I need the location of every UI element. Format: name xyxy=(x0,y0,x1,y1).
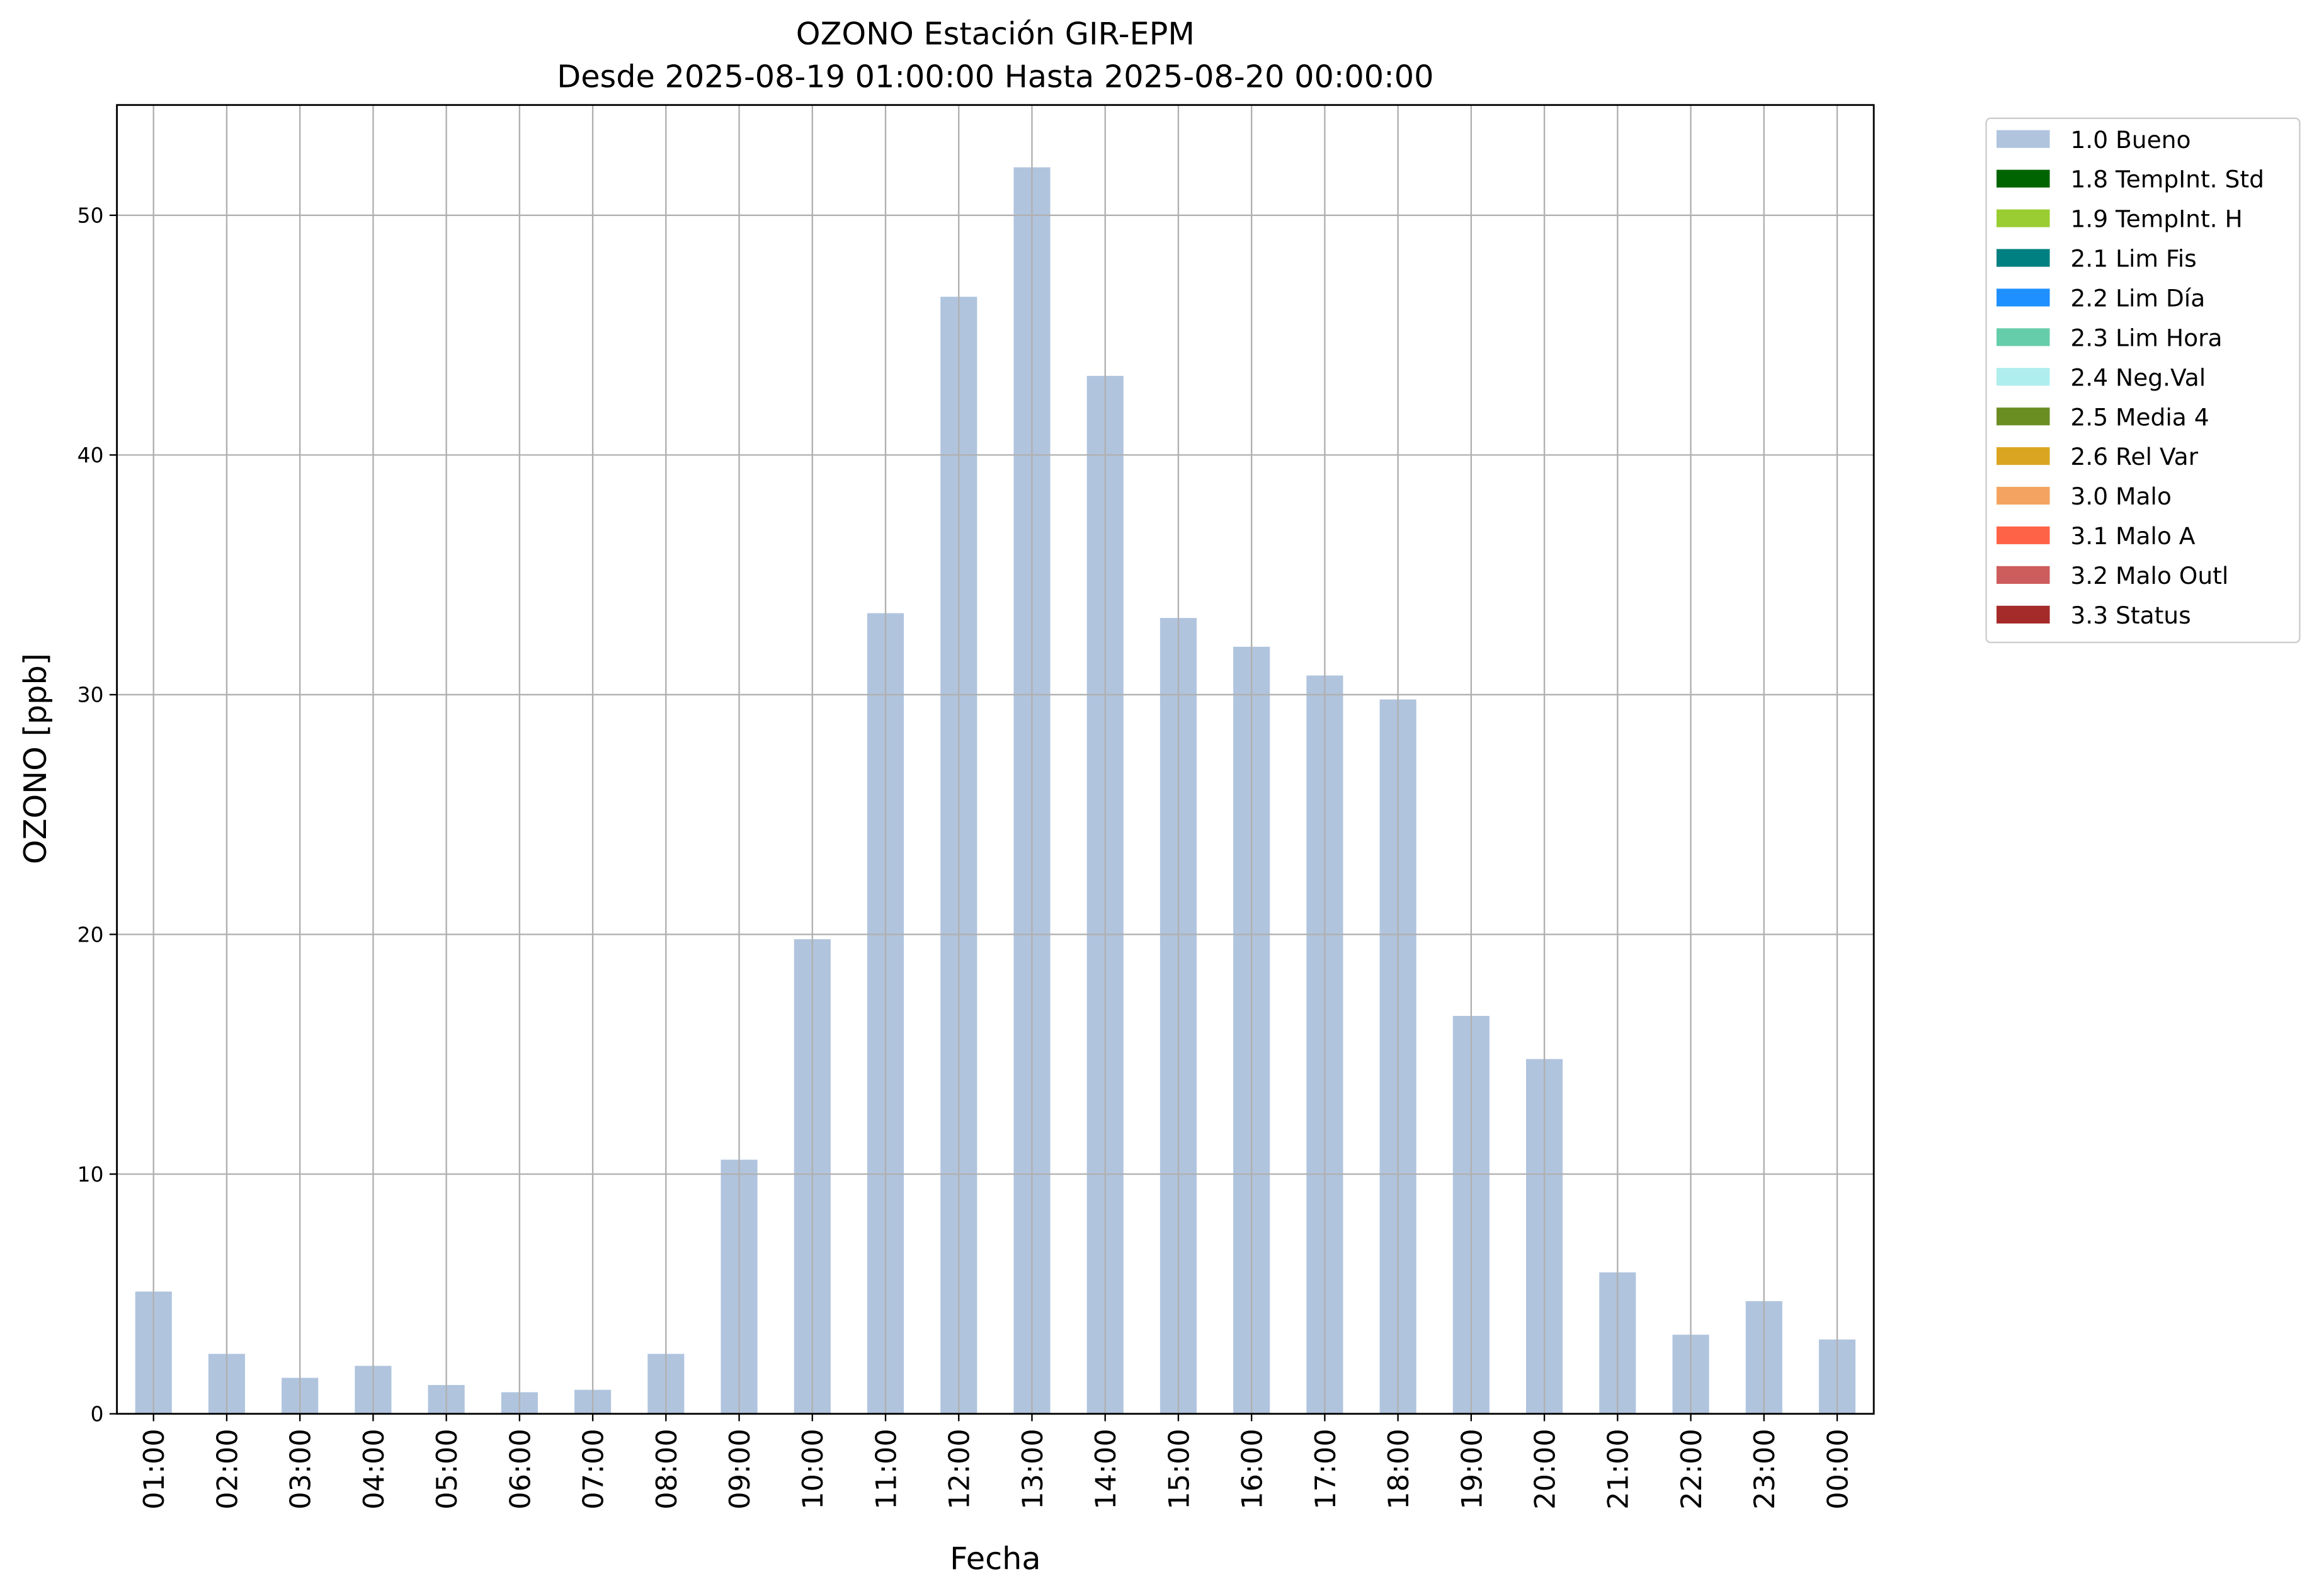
plot-frame xyxy=(116,104,1875,1415)
legend-label: 3.0 Malo xyxy=(2070,482,2171,510)
plot-area: 0 10 20 30 40 50 01:00 02:00 03:00 04:00 05:00 06:0… xyxy=(77,104,1875,1510)
x-tick-label: 10:00 xyxy=(797,1428,829,1510)
x-tick-label: 13:00 xyxy=(1017,1428,1049,1510)
legend-swatch xyxy=(1996,526,2050,545)
x-tick-label: 11:00 xyxy=(870,1428,903,1510)
x-tick-label: 20:00 xyxy=(1529,1428,1562,1510)
legend-swatch xyxy=(1996,288,2050,307)
x-tick-label: 16:00 xyxy=(1236,1428,1269,1510)
x-tick-label: 02:00 xyxy=(211,1428,244,1510)
x-tick-label: 23:00 xyxy=(1748,1428,1781,1510)
legend-swatch xyxy=(1996,447,2050,465)
x-tick-label: 00:00 xyxy=(1821,1428,1854,1510)
x-tick-label: 07:00 xyxy=(578,1428,610,1510)
legend-label: 2.2 Lim Día xyxy=(2070,285,2205,312)
x-tick-label: 12:00 xyxy=(943,1428,976,1510)
chart-title: OZONO Estación GIR-EPM xyxy=(796,15,1195,52)
x-tick-label: 15:00 xyxy=(1163,1428,1195,1510)
legend-swatch xyxy=(1996,566,2050,584)
legend-swatch xyxy=(1996,130,2050,148)
x-tick-label: 03:00 xyxy=(285,1428,317,1510)
legend-label: 1.0 Bueno xyxy=(2070,126,2191,154)
x-tick-label: 17:00 xyxy=(1309,1428,1342,1510)
x-tick-label: 01:00 xyxy=(138,1428,171,1510)
x-tick-label: 21:00 xyxy=(1602,1428,1635,1510)
legend: 1.0 Bueno 1.8 TempInt. Std 1.9 TempInt. H 2… xyxy=(1985,117,2301,644)
legend-swatch xyxy=(1996,249,2050,267)
x-axis-label: Fecha xyxy=(950,1540,1041,1576)
x-tick-label: 04:00 xyxy=(358,1428,390,1510)
y-tick-label: 50 xyxy=(77,203,104,228)
legend-label: 3.3 Status xyxy=(2070,601,2191,629)
chart-subtitle: Desde 2025-08-19 01:00:00 Hasta 2025-08-… xyxy=(557,59,1433,95)
x-tick-label: 08:00 xyxy=(651,1428,683,1510)
legend-label: 2.5 Media 4 xyxy=(2070,403,2209,431)
x-tick-label: 05:00 xyxy=(431,1428,464,1510)
legend-label: 1.8 TempInt. Std xyxy=(2070,166,2264,193)
legend-swatch xyxy=(1996,209,2050,227)
legend-swatch xyxy=(1996,169,2050,188)
legend-box xyxy=(1985,117,2301,644)
legend-swatch xyxy=(1996,486,2050,505)
x-tick-label: 06:00 xyxy=(504,1428,537,1510)
legend-swatch xyxy=(1996,605,2050,624)
legend-label: 2.6 Rel Var xyxy=(2070,443,2198,470)
legend-swatch xyxy=(1996,328,2050,346)
legend-label: 1.9 TempInt. H xyxy=(2070,205,2242,233)
x-tick-label: 18:00 xyxy=(1382,1428,1415,1510)
legend-label: 3.2 Malo Outl xyxy=(2070,562,2228,590)
legend-label: 2.4 Neg.Val xyxy=(2070,363,2206,391)
x-tick-label: 22:00 xyxy=(1675,1428,1708,1510)
x-tick-label: 14:00 xyxy=(1090,1428,1122,1510)
y-tick-label: 10 xyxy=(77,1162,104,1187)
x-tick-label: 09:00 xyxy=(724,1428,756,1510)
y-tick-label: 0 xyxy=(91,1401,104,1426)
y-tick-label: 20 xyxy=(77,922,104,947)
legend-label: 2.3 Lim Hora xyxy=(2070,324,2222,351)
legend-label: 3.1 Malo A xyxy=(2070,522,2195,550)
legend-swatch xyxy=(1996,368,2050,386)
y-tick-label: 30 xyxy=(77,683,104,707)
legend-label: 2.1 Lim Fis xyxy=(2070,245,2196,273)
x-tick-label: 19:00 xyxy=(1456,1428,1488,1510)
y-tick-label: 40 xyxy=(77,443,104,467)
legend-swatch xyxy=(1996,408,2050,426)
y-axis-label: OZONO [ppb] xyxy=(17,653,54,864)
